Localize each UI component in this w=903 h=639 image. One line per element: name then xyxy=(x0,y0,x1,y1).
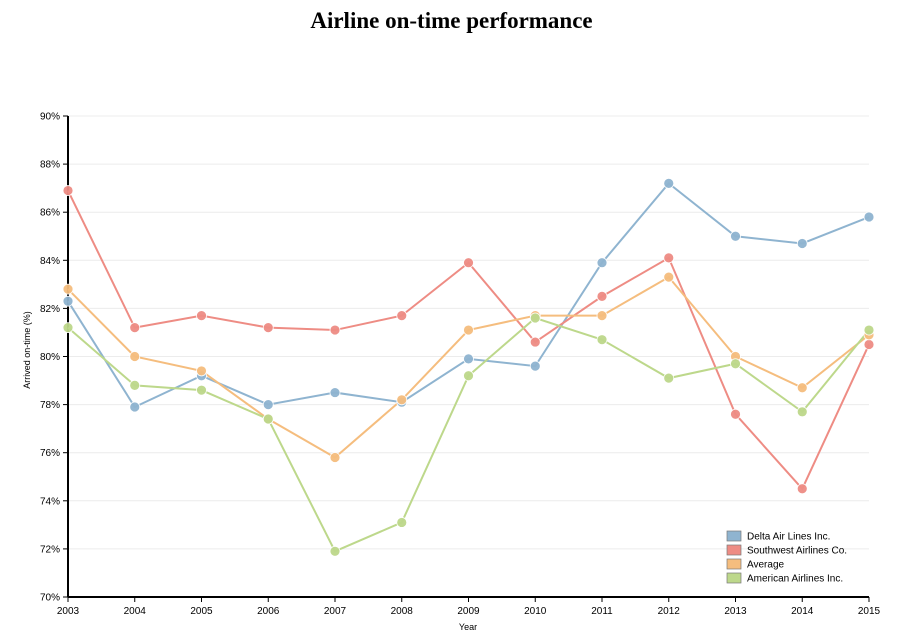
y-axis-label: Arrived on-time (%) xyxy=(22,311,32,389)
data-point xyxy=(129,322,141,334)
data-point xyxy=(463,257,474,269)
data-point xyxy=(396,310,408,322)
y-tick-label: 84% xyxy=(40,256,60,267)
x-tick-label: 2012 xyxy=(658,606,681,617)
data-point xyxy=(262,413,274,425)
data-point xyxy=(663,177,675,189)
legend-label: Average xyxy=(747,560,785,571)
x-tick-label: 2015 xyxy=(858,606,881,617)
grid-lines xyxy=(68,115,869,550)
series-layer xyxy=(62,177,875,557)
y-tick-label: 74% xyxy=(40,496,60,507)
data-point xyxy=(596,290,608,302)
data-point xyxy=(796,406,808,418)
x-tick-label: 2006 xyxy=(257,606,280,617)
data-point xyxy=(396,517,408,528)
legend: Delta Air Lines Inc. Southwest Airlines C… xyxy=(726,530,847,585)
data-point xyxy=(596,334,608,346)
series-line-3 xyxy=(67,316,870,553)
y-tick-label: 78% xyxy=(40,400,60,411)
x-tick-label: 2003 xyxy=(57,606,80,617)
data-point xyxy=(529,312,541,324)
data-point xyxy=(863,339,875,350)
data-point xyxy=(730,408,741,420)
legend-swatch xyxy=(726,572,742,584)
data-point xyxy=(730,230,741,242)
legend-swatch xyxy=(726,558,742,570)
x-tick-label: 2007 xyxy=(324,606,347,617)
data-point xyxy=(129,401,141,413)
data-point xyxy=(262,399,274,411)
data-point xyxy=(329,452,341,463)
data-point xyxy=(196,310,207,322)
x-tick-label: 2005 xyxy=(190,606,213,617)
x-tick-label: 2013 xyxy=(724,606,747,617)
data-point xyxy=(863,324,875,336)
y-tick-label: 90% xyxy=(40,112,60,123)
data-point xyxy=(663,252,675,264)
data-point xyxy=(62,185,74,196)
data-point xyxy=(129,379,141,391)
x-tick-label: 2011 xyxy=(591,606,613,617)
data-point xyxy=(663,271,675,283)
y-tick-label: 82% xyxy=(40,304,60,315)
x-axis-label: Year xyxy=(459,622,477,632)
data-point xyxy=(596,257,608,269)
data-point xyxy=(529,336,541,348)
x-tick-label: 2009 xyxy=(457,606,480,617)
y-tick-label: 70% xyxy=(40,593,60,604)
legend-swatch xyxy=(726,544,742,556)
data-point xyxy=(663,372,675,384)
data-point xyxy=(463,370,474,382)
y-tick-label: 76% xyxy=(40,448,60,459)
x-tick-label: 2004 xyxy=(124,606,147,617)
data-point xyxy=(463,353,474,365)
data-point xyxy=(396,394,408,406)
data-point xyxy=(129,351,141,362)
legend-label: Southwest Airlines Co. xyxy=(747,546,847,557)
x-tick-label: 2010 xyxy=(524,606,547,617)
y-tick-label: 72% xyxy=(40,544,60,555)
data-point xyxy=(62,322,74,334)
data-point xyxy=(196,384,207,396)
data-point xyxy=(796,382,808,394)
data-point xyxy=(62,283,74,295)
data-point xyxy=(62,295,74,307)
data-point xyxy=(329,545,341,557)
legend-swatch xyxy=(726,530,742,542)
data-point xyxy=(529,360,541,372)
legend-label: American Airlines Inc. xyxy=(747,574,843,585)
series-line-1 xyxy=(67,190,870,491)
x-tick-label: 2008 xyxy=(391,606,414,617)
data-point xyxy=(796,483,808,495)
y-tick-label: 86% xyxy=(40,208,60,219)
x-tick-label: 2014 xyxy=(791,606,814,617)
data-point xyxy=(730,358,741,370)
axes: 70% 72% 74% 76% 78% 80% 82% 84% 86% 88% 90% 2003 200… xyxy=(40,112,881,618)
chart-title: Airline on-time performance xyxy=(310,8,593,33)
data-point xyxy=(463,324,474,336)
data-point xyxy=(796,238,808,249)
y-tick-label: 88% xyxy=(40,160,60,171)
data-point xyxy=(596,310,608,322)
data-point xyxy=(196,365,207,377)
y-tick-label: 80% xyxy=(40,352,60,363)
data-point xyxy=(329,387,341,398)
data-point xyxy=(863,211,875,223)
legend-label: Delta Air Lines Inc. xyxy=(747,532,830,543)
data-point xyxy=(262,322,274,334)
data-point xyxy=(329,324,341,336)
